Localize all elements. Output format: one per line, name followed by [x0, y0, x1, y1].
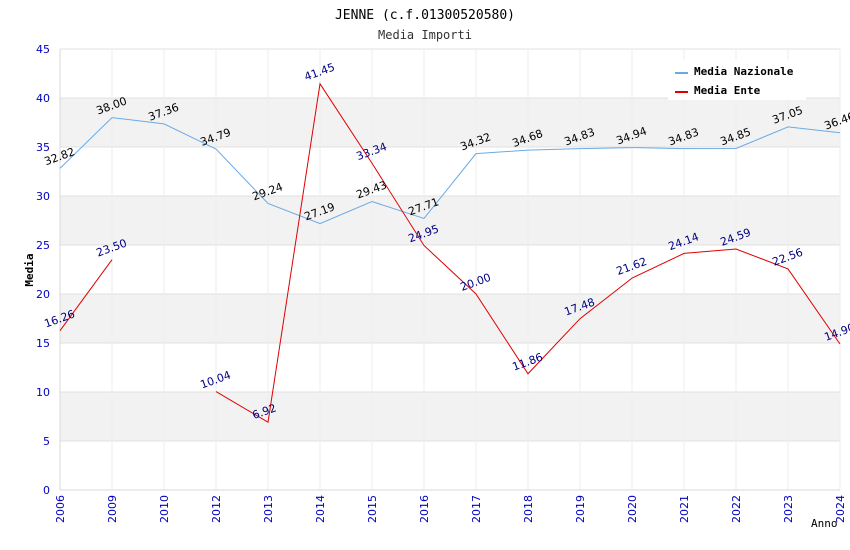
x-tick-label: 2014	[314, 495, 327, 523]
plot-band	[60, 392, 840, 441]
x-tick-label: 2016	[418, 495, 431, 523]
y-tick-label: 30	[36, 190, 50, 203]
plot-band	[60, 343, 840, 392]
y-tick-labels: 0 5 10 15 20 25 30 35 40 45	[36, 43, 50, 497]
x-tick-label: 2015	[366, 495, 379, 523]
plot-band	[60, 294, 840, 343]
y-tick-label: 15	[36, 337, 50, 350]
x-tick-label: 2019	[574, 495, 587, 523]
legend-label-nazionale: Media Nazionale	[694, 65, 794, 78]
legend-box	[668, 60, 806, 100]
x-tick-label: 2023	[782, 495, 795, 523]
y-axis-label: Media	[23, 253, 36, 286]
y-tick-label: 20	[36, 288, 50, 301]
chart-subtitle: Media Importi	[378, 28, 472, 42]
x-tick-label: 2018	[522, 495, 535, 523]
series-lines	[59, 82, 841, 423]
series-line-ente	[215, 82, 841, 423]
x-tick-labels: 2006 2009 2010 2012 2013 2014 2015 2016 2017 2018…	[54, 495, 847, 523]
x-tick-label: 2022	[730, 495, 743, 523]
plot-band	[60, 441, 840, 490]
y-tick-label: 45	[36, 43, 50, 56]
chart-title: JENNE (c.f.01300520580)	[335, 8, 515, 23]
x-axis-label: Anno	[811, 517, 838, 530]
x-tick-label: 2017	[470, 495, 483, 523]
legend-label-ente: Media Ente	[694, 84, 761, 97]
legend: Media Nazionale Media Ente	[668, 60, 806, 100]
y-tick-label: 35	[36, 141, 50, 154]
y-tick-label: 5	[43, 435, 50, 448]
series-line-nazionale	[59, 117, 841, 225]
y-tick-label: 40	[36, 92, 50, 105]
x-tick-label: 2010	[158, 495, 171, 523]
x-tick-label: 2009	[106, 495, 119, 523]
series-line-ente	[59, 259, 113, 331]
plot-band	[60, 147, 840, 196]
plot-band	[60, 196, 840, 245]
y-tick-label: 0	[43, 484, 50, 497]
x-tick-label: 2020	[626, 495, 639, 523]
x-tick-label: 2013	[262, 495, 275, 523]
x-tick-label: 2024	[834, 495, 847, 523]
x-tick-label: 2006	[54, 495, 67, 523]
y-tick-label: 25	[36, 239, 50, 252]
x-tick-label: 2021	[678, 495, 691, 523]
plot-band	[60, 98, 840, 147]
x-tick-label: 2012	[210, 495, 223, 523]
y-tick-label: 10	[36, 386, 50, 399]
